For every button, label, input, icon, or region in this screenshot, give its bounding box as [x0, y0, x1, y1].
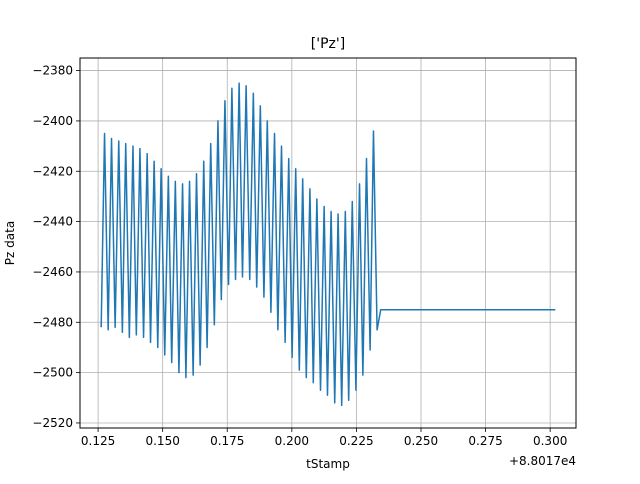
- x-axis-label: tStamp: [306, 457, 350, 471]
- series-layer: [100, 82, 556, 407]
- x-axis-offset-label: +8.8017e4: [509, 454, 576, 468]
- y-tick-label: −2380: [32, 64, 73, 78]
- x-tick-label: 0.150: [145, 434, 179, 448]
- x-tick-label: 0.275: [468, 434, 502, 448]
- x-tick-label: 0.125: [81, 434, 115, 448]
- y-tick-label: −2440: [32, 215, 73, 229]
- x-tick-label: 0.300: [533, 434, 567, 448]
- x-tick-label: 0.225: [339, 434, 373, 448]
- y-tick-label: −2520: [32, 416, 73, 430]
- axis-ticks: 0.125 0.150 0.175 0.200 0.225 0.250 0.275 0.300…: [32, 64, 567, 448]
- x-tick-label: 0.175: [210, 434, 244, 448]
- chart-title: ['Pz']: [311, 36, 345, 52]
- x-tick-label: 0.200: [275, 434, 309, 448]
- y-tick-label: −2460: [32, 265, 73, 279]
- y-tick-label: −2400: [32, 114, 73, 128]
- y-tick-label: −2500: [32, 366, 73, 380]
- y-tick-label: −2480: [32, 315, 73, 329]
- y-tick-label: −2420: [32, 164, 73, 178]
- plot-frame: [79, 57, 577, 429]
- x-tick-label: 0.250: [404, 434, 438, 448]
- y-axis-label: Pz data: [3, 221, 17, 265]
- series-line: [100, 82, 556, 407]
